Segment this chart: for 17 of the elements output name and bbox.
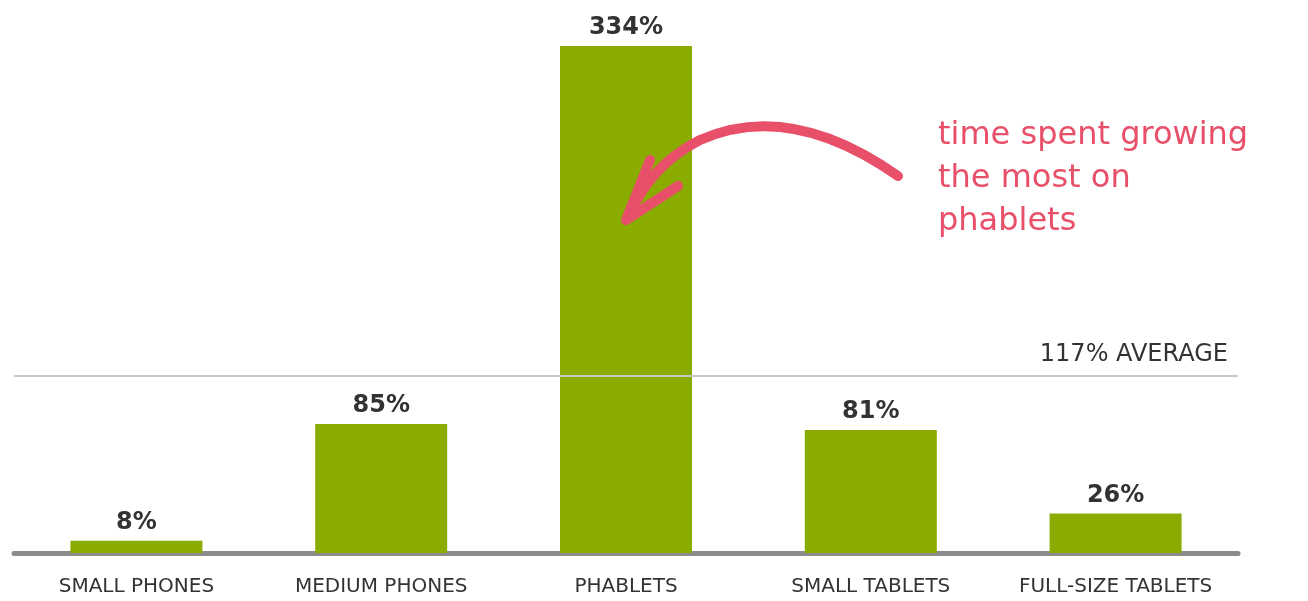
data-label: 8% (116, 506, 157, 535)
bar (804, 430, 937, 553)
data-label: 85% (352, 389, 410, 418)
bar (560, 46, 692, 553)
x-tick-label: SMALL PHONES (58, 573, 215, 597)
x-tick-label: SMALL TABLETS (791, 573, 951, 597)
x-tick-label: FULL-SIZE TABLETS (1018, 573, 1213, 597)
ref-line-label: 117% AVERAGE (1039, 339, 1228, 368)
x-tick-label: MEDIUM PHONES (294, 573, 468, 597)
data-label: 81% (842, 396, 900, 425)
note: time spent growing the most on phablets (938, 113, 1250, 240)
data-label: 26% (1086, 479, 1145, 508)
bar (1049, 513, 1182, 553)
bar (70, 540, 203, 553)
bar (315, 423, 448, 553)
x-tick-label: PHABLETS (574, 573, 678, 597)
data-label: 334% (588, 12, 664, 40)
